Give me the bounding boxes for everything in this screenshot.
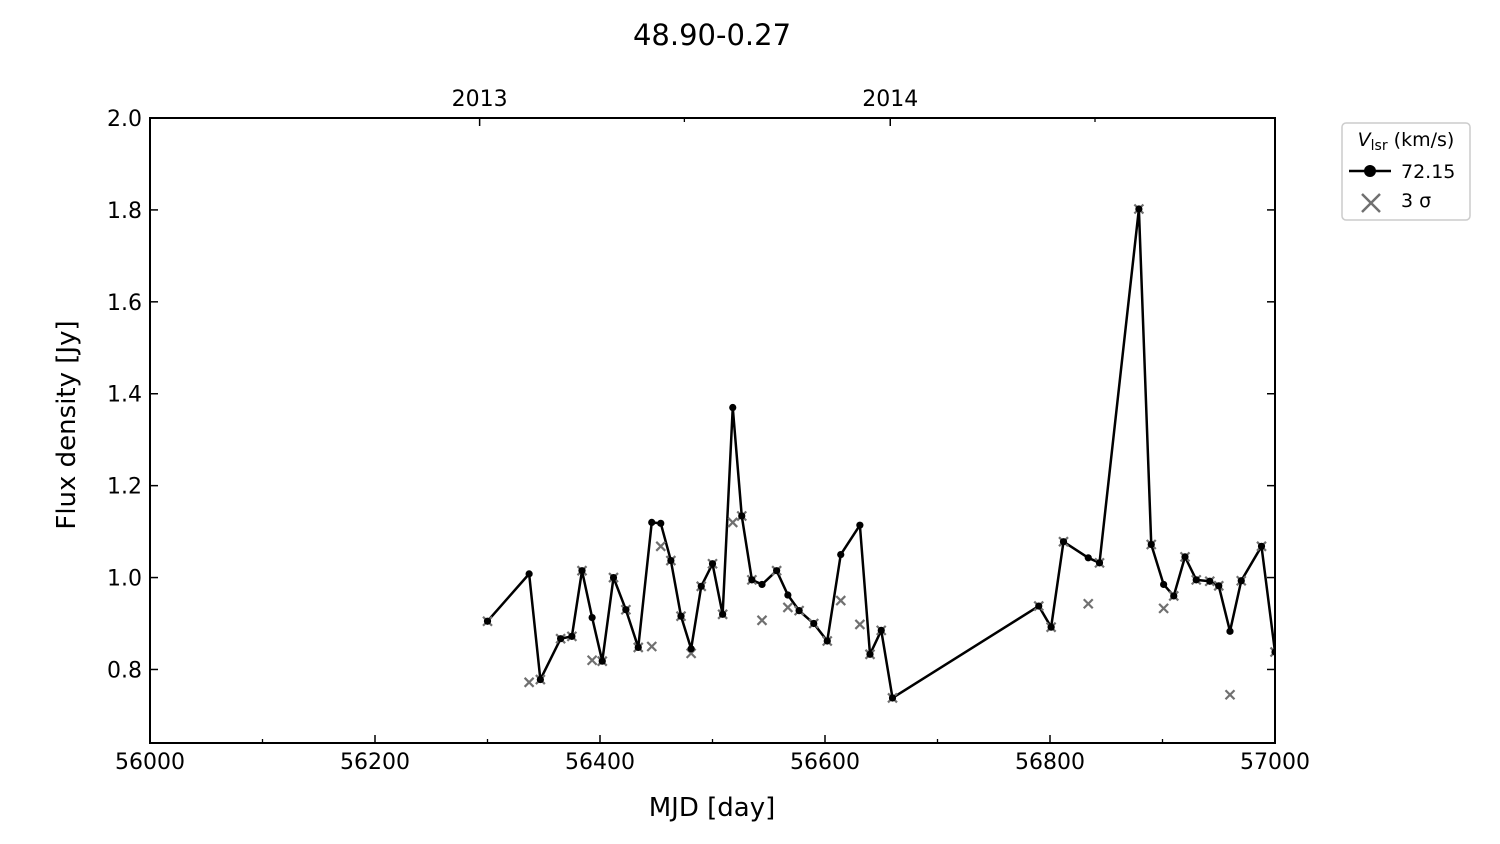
legend-x-swatch: [1361, 193, 1381, 213]
data-point: [795, 607, 803, 615]
top-tick-label: 2014: [862, 87, 918, 112]
data-point: [609, 573, 618, 582]
legend: Vlsr (km/s) 72.15 3 σ: [1341, 122, 1471, 221]
x-axis-label: MJD [day]: [649, 793, 776, 823]
data-point: [1206, 577, 1214, 585]
data-point: [1237, 577, 1245, 585]
data-point: [1047, 623, 1055, 631]
legend-title-unit: (km/s): [1388, 129, 1455, 151]
plot-area: [482, 203, 1275, 704]
data-point: [557, 635, 565, 643]
data-point: [1035, 602, 1043, 610]
data-point: [888, 694, 897, 702]
data-point: [837, 550, 845, 559]
data-point: [697, 582, 705, 590]
sigma-marker: [727, 517, 739, 528]
data-point: [622, 606, 630, 614]
y-tick-label: 0.8: [107, 658, 142, 683]
data-point: [483, 617, 492, 625]
sigma-marker: [523, 677, 535, 688]
legend-entry-series: 72.15: [1401, 161, 1455, 183]
y-tick-label: 1.4: [107, 383, 142, 408]
data-point: [1181, 553, 1189, 561]
data-point: [1192, 576, 1200, 584]
data-point: [578, 567, 586, 575]
series-line: [486, 207, 1275, 700]
legend-entry-sigma: 3 σ: [1401, 190, 1431, 212]
sigma-marker: [655, 541, 667, 552]
legend-title-main: V: [1358, 129, 1373, 151]
data-point: [738, 512, 746, 520]
x-tick-label: 56600: [790, 750, 860, 775]
data-point: [1160, 580, 1168, 589]
top-tick-label: 2013: [452, 87, 508, 112]
data-point: [667, 556, 675, 565]
chart-title: 48.90-0.27: [633, 18, 791, 52]
sigma-marker: [586, 655, 598, 666]
legend-box: [1341, 122, 1471, 221]
data-point: [536, 675, 544, 684]
data-point: [1170, 592, 1178, 600]
x-tick-label: 56000: [115, 750, 185, 775]
data-point: [568, 632, 576, 640]
data-point: [1215, 582, 1223, 590]
data-point: [1147, 540, 1155, 549]
sigma-marker: [835, 595, 847, 606]
data-point: [687, 645, 695, 653]
sigma-marker: [1224, 689, 1236, 701]
sigma-marker: [1269, 646, 1275, 658]
x-tick-label: 56200: [340, 750, 410, 775]
data-point: [784, 591, 792, 599]
data-point: [810, 619, 818, 628]
data-point: [708, 560, 717, 568]
sigma-marker: [646, 641, 658, 652]
y-tick-label: 1.6: [107, 291, 142, 316]
data-point: [1084, 554, 1092, 562]
data-point: [598, 657, 606, 665]
y-tick-label: 2.0: [107, 107, 142, 132]
legend-circle-swatch: [1364, 165, 1376, 177]
data-point: [588, 613, 596, 622]
sigma-marker: [1158, 603, 1169, 614]
data-point: [648, 518, 656, 527]
data-point: [748, 576, 756, 584]
x-tick-label: 57000: [1240, 750, 1310, 775]
sigma-marker: [1082, 598, 1094, 610]
data-point: [657, 519, 665, 527]
data-point: [877, 626, 885, 635]
legend-title: Vlsr (km/s): [1358, 129, 1455, 154]
data-point: [634, 643, 642, 652]
data-point: [677, 612, 685, 620]
legend-title-sub: lsr: [1371, 138, 1388, 154]
x-tick-label: 56400: [565, 750, 635, 775]
sigma-marker: [756, 615, 768, 626]
data-point: [866, 650, 874, 658]
data-point: [856, 521, 864, 529]
data-point: [1226, 627, 1234, 635]
data-point: [719, 610, 727, 618]
data-point: [525, 570, 533, 578]
plot-marks: [482, 203, 1275, 704]
y-axis-label: Flux density [Jy]: [52, 320, 82, 529]
sigma-marker: [782, 602, 794, 613]
data-point: [773, 567, 781, 575]
y-tick-label: 1.2: [107, 475, 142, 500]
data-point: [1059, 538, 1068, 546]
sigma-marker: [854, 619, 866, 630]
data-point: [1257, 542, 1266, 550]
data-point: [758, 580, 766, 589]
data-point: [1135, 205, 1143, 213]
x-tick-label: 56800: [1015, 750, 1085, 775]
data-point: [729, 403, 737, 412]
plot-frame: [149, 117, 1276, 744]
data-point: [823, 637, 831, 645]
y-tick-label: 1.8: [107, 199, 142, 224]
data-point: [1095, 559, 1104, 567]
axis-ticks: 56000 56200 56400 56600 56800 57000 0.8 1.0 1.2 1…: [107, 87, 1310, 775]
y-tick-label: 1.0: [107, 567, 142, 592]
